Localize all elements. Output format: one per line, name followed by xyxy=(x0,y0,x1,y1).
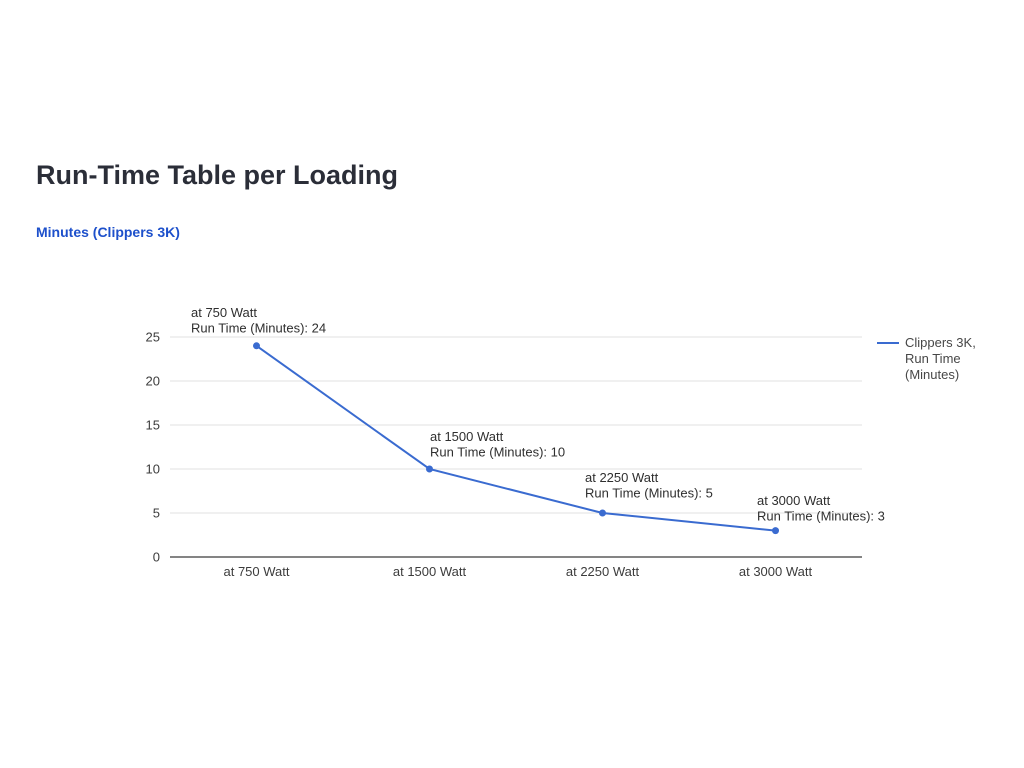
point-label-line2: Run Time (Minutes): 10 xyxy=(430,445,565,460)
y-tick-label: 0 xyxy=(153,550,160,565)
data-point xyxy=(426,465,433,473)
x-tick-label: at 2250 Watt xyxy=(566,564,640,579)
point-label-line2: Run Time (Minutes): 3 xyxy=(757,509,885,524)
data-point xyxy=(599,509,606,517)
point-label-line1: at 2250 Watt xyxy=(585,470,659,485)
point-label-line1: at 3000 Watt xyxy=(757,493,831,508)
legend-label: Clippers 3K, xyxy=(905,335,976,350)
y-tick-label: 10 xyxy=(146,462,160,477)
series-line xyxy=(255,344,776,532)
x-tick-label: at 3000 Watt xyxy=(739,564,813,579)
page-title: Run-Time Table per Loading xyxy=(36,160,399,190)
legend-label: (Minutes) xyxy=(905,367,959,382)
x-tick-label: at 750 Watt xyxy=(224,564,290,579)
chart-subtitle: Minutes (Clippers 3K) xyxy=(36,224,180,240)
y-tick-label: 25 xyxy=(146,330,160,345)
data-point xyxy=(772,527,779,535)
point-label-line2: Run Time (Minutes): 24 xyxy=(191,321,326,336)
point-label-line1: at 750 Watt xyxy=(191,305,257,320)
legend-label: Run Time xyxy=(905,351,961,366)
y-tick-label: 20 xyxy=(146,374,160,389)
point-label-line2: Run Time (Minutes): 5 xyxy=(585,486,713,501)
data-point xyxy=(253,342,260,350)
x-tick-label: at 1500 Watt xyxy=(393,564,467,579)
y-tick-label: 5 xyxy=(153,506,160,521)
point-label-line1: at 1500 Watt xyxy=(430,429,504,444)
y-tick-label: 15 xyxy=(146,418,160,433)
